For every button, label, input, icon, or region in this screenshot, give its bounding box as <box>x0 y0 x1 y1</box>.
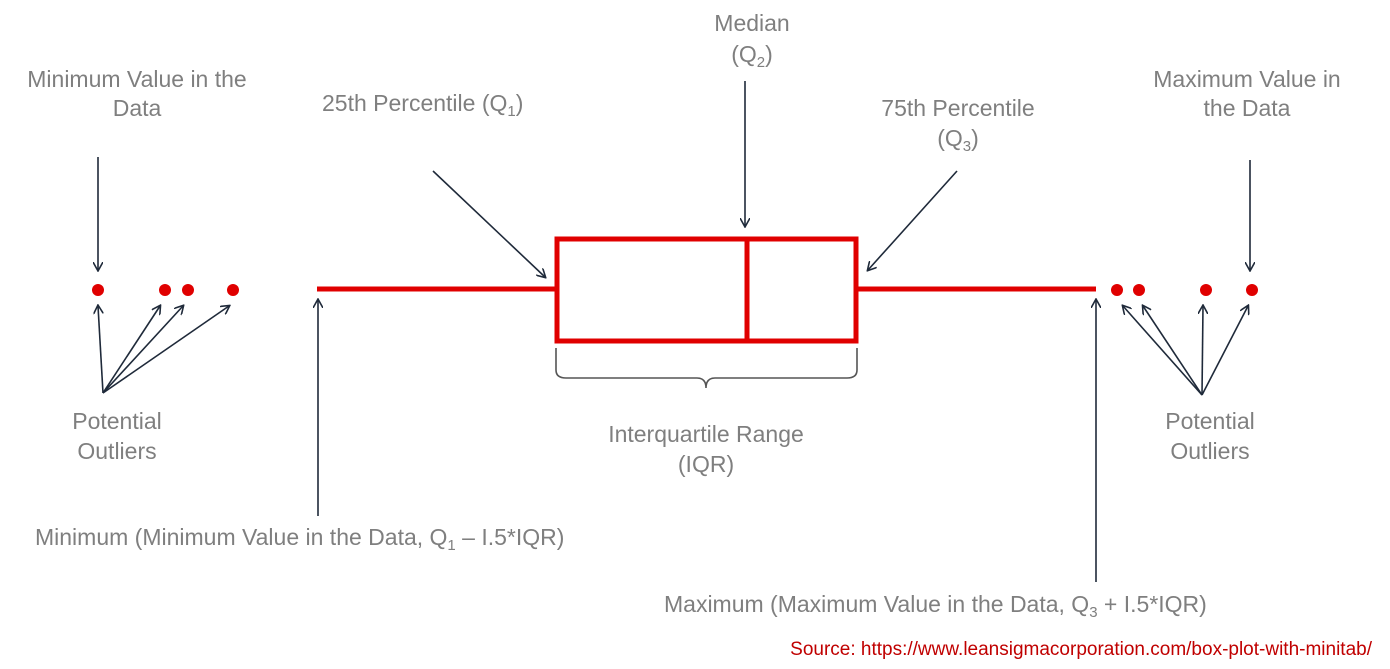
iqr-label-line2: (IQR) <box>678 451 734 477</box>
iqr-label-line1: Interquartile Range <box>608 421 804 447</box>
median-label-line2: (Q2) <box>731 41 773 71</box>
outlier-arrow <box>1143 306 1203 396</box>
outlier-arrow <box>1123 306 1203 396</box>
annotation-arrows <box>98 81 1250 582</box>
max-value-label-line1: Maximum Value in <box>1153 66 1340 92</box>
outlier-arrow <box>102 306 229 394</box>
q1-arrow <box>432 170 545 277</box>
median-label-line1: Median <box>714 10 789 36</box>
outlier-arrow <box>1202 306 1203 396</box>
outlier-arrow <box>98 306 104 394</box>
maximum-label: Maximum (Maximum Value in the Data, Q3 +… <box>664 591 1207 621</box>
outlier-point <box>1200 284 1212 296</box>
outlier-point <box>92 284 104 296</box>
q3-arrow <box>868 170 958 270</box>
outlier-point <box>182 284 194 296</box>
outlier-arrow <box>102 306 183 394</box>
outliers-left-label-line2: Outliers <box>77 438 156 464</box>
source-citation: Source: https://www.leansigmacorporation… <box>790 639 1373 660</box>
min-value-label-line1: Minimum Value in the <box>27 66 246 92</box>
outliers-right-label-line1: Potential <box>1165 408 1255 434</box>
iqr-brace <box>555 348 858 389</box>
outlier-arrow <box>102 306 160 394</box>
q1-label: 25th Percentile (Q1) <box>322 90 523 120</box>
outlier-point <box>159 284 171 296</box>
iqr-box <box>554 236 859 344</box>
outlier-points-left <box>92 284 239 296</box>
outlier-point <box>1111 284 1123 296</box>
box-plot <box>317 236 1096 344</box>
min-value-label-line2: Data <box>113 95 162 121</box>
outlier-point <box>1133 284 1145 296</box>
q3-label-line2: (Q3) <box>937 125 979 155</box>
outlier-arrow <box>1201 306 1248 396</box>
max-value-label-line2: the Data <box>1204 95 1291 121</box>
outlier-point <box>1246 284 1258 296</box>
outlier-point <box>227 284 239 296</box>
minimum-label: Minimum (Minimum Value in the Data, Q1 –… <box>35 524 564 554</box>
outlier-points-right <box>1111 284 1258 296</box>
q3-label-line1: 75th Percentile <box>881 95 1034 121</box>
outliers-left-label-line1: Potential <box>72 408 162 434</box>
outliers-right-label-line2: Outliers <box>1170 438 1249 464</box>
